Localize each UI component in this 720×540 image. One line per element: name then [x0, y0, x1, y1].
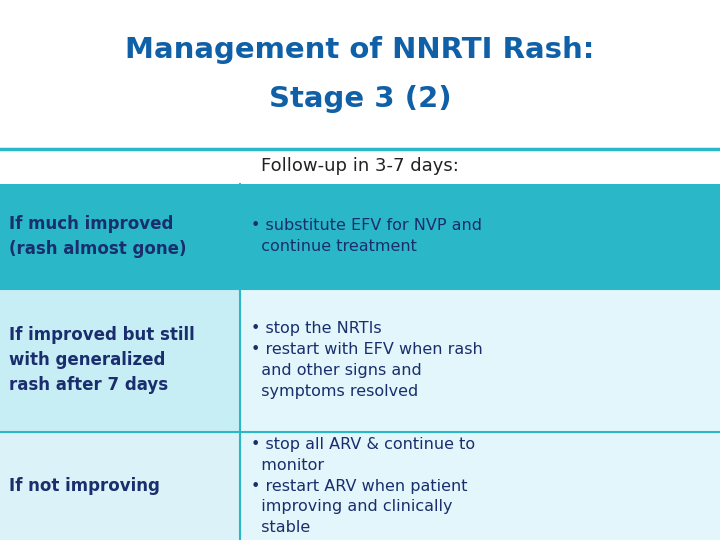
Bar: [240, 432, 720, 540]
Bar: [240, 289, 720, 432]
Text: Follow-up in 3-7 days:: Follow-up in 3-7 days:: [261, 157, 459, 175]
Text: If improved but still
with generalized
rash after 7 days: If improved but still with generalized r…: [9, 327, 194, 394]
Text: Stage 3 (2): Stage 3 (2): [269, 85, 451, 112]
Bar: [0, 184, 240, 289]
Bar: [0, 289, 240, 432]
Text: • stop the NRTIs
• restart with EFV when rash
  and other signs and
  symptoms r: • stop the NRTIs • restart with EFV when…: [251, 321, 482, 400]
Text: If not improving: If not improving: [9, 477, 160, 495]
Text: Management of NNRTI Rash:: Management of NNRTI Rash:: [125, 36, 595, 64]
Text: If much improved
(rash almost gone): If much improved (rash almost gone): [9, 215, 186, 258]
Text: • substitute EFV for NVP and
  continue treatment: • substitute EFV for NVP and continue tr…: [251, 218, 482, 254]
Bar: [240, 184, 720, 289]
Bar: [0, 432, 240, 540]
Text: • stop all ARV & continue to
  monitor
• restart ARV when patient
  improving an: • stop all ARV & continue to monitor • r…: [251, 436, 474, 536]
